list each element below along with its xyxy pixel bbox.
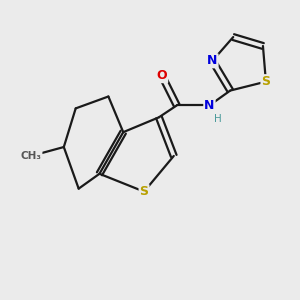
Text: H: H <box>214 114 222 124</box>
Text: S: S <box>261 75 270 88</box>
Text: N: N <box>207 54 218 67</box>
Text: S: S <box>140 185 148 198</box>
Text: N: N <box>204 99 214 112</box>
Text: O: O <box>157 69 167 82</box>
Text: CH₃: CH₃ <box>21 151 42 161</box>
